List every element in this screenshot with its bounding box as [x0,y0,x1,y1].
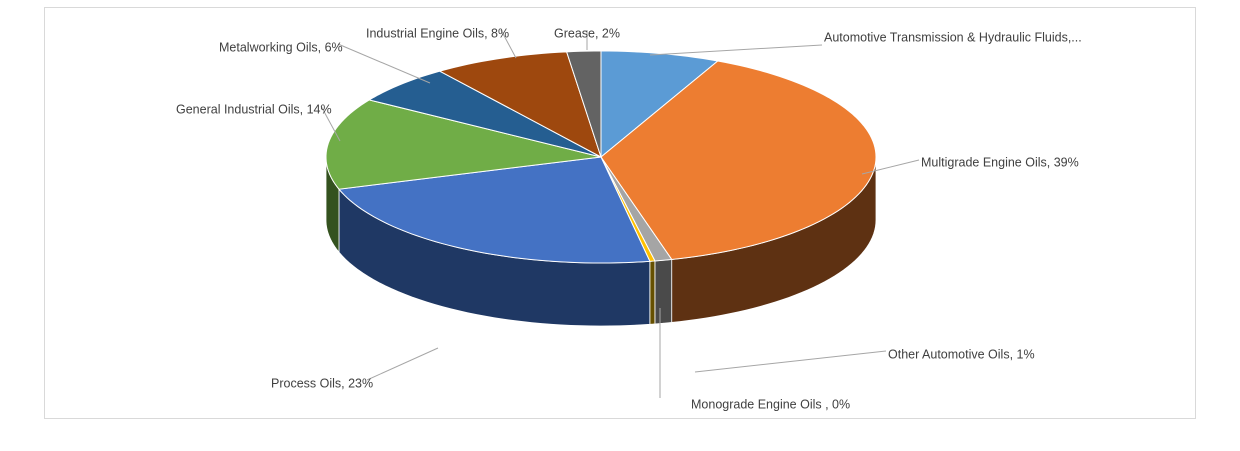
leader-line-industrial-engine-oils-8 [500,29,517,59]
pie-slice-grease-2 [565,50,602,158]
data-label-industrial-engine-oils-8: Industrial Engine Oils, 8% [366,26,509,40]
leader-line-general-industrial-oils-14 [320,105,341,142]
pie-slice-automotive-transmission-hydraulic-fluids [600,50,719,159]
data-label-process-oils-23: Process Oils, 23% [271,376,373,390]
data-label-metalworking-oils-6: Metalworking Oils, 6% [219,40,343,54]
data-label-other-automotive-oils-1: Other Automotive Oils, 1% [888,347,1035,361]
pie-slice-metalworking-oils-6 [367,70,602,158]
pie-slice-multigrade-engine-oils-39 [600,60,877,260]
pie-side-other-automotive-oils-1 [654,259,673,325]
pie-chart: Automotive Transmission & Hydraulic Flui… [176,26,1082,411]
data-labels: Automotive Transmission & Hydraulic Flui… [176,26,1082,411]
leader-line-multigrade-engine-oils-39 [861,159,920,175]
data-label-grease-2: Grease, 2% [554,26,620,40]
data-label-automotive-transmission-hydraulic-fluids: Automotive Transmission & Hydraulic Flui… [824,30,1082,44]
chart-area: Automotive Transmission & Hydraulic Flui… [44,7,1196,419]
leader-line-metalworking-oils-6 [337,43,431,84]
pie-side-monograde-engine-oils-0 [649,260,656,325]
data-label-monograde-engine-oils-0: Monograde Engine Oils , 0% [691,397,850,411]
leader-line-automotive-transmission-hydraulic-fluids [649,44,823,56]
leader-lines [320,29,920,398]
leader-line-process-oils-23 [366,347,439,381]
data-label-general-industrial-oils-14: General Industrial Oils, 14% [176,102,332,116]
data-label-multigrade-engine-oils-39: Multigrade Engine Oils, 39% [921,155,1079,169]
pie-slice-industrial-engine-oils-8 [438,51,602,159]
pie-slice-general-industrial-oils-14 [325,99,602,190]
pie-top-layer [325,50,877,264]
leader-line-other-automotive-oils-1 [694,350,887,373]
pie-slice-process-oils-23 [337,156,651,264]
